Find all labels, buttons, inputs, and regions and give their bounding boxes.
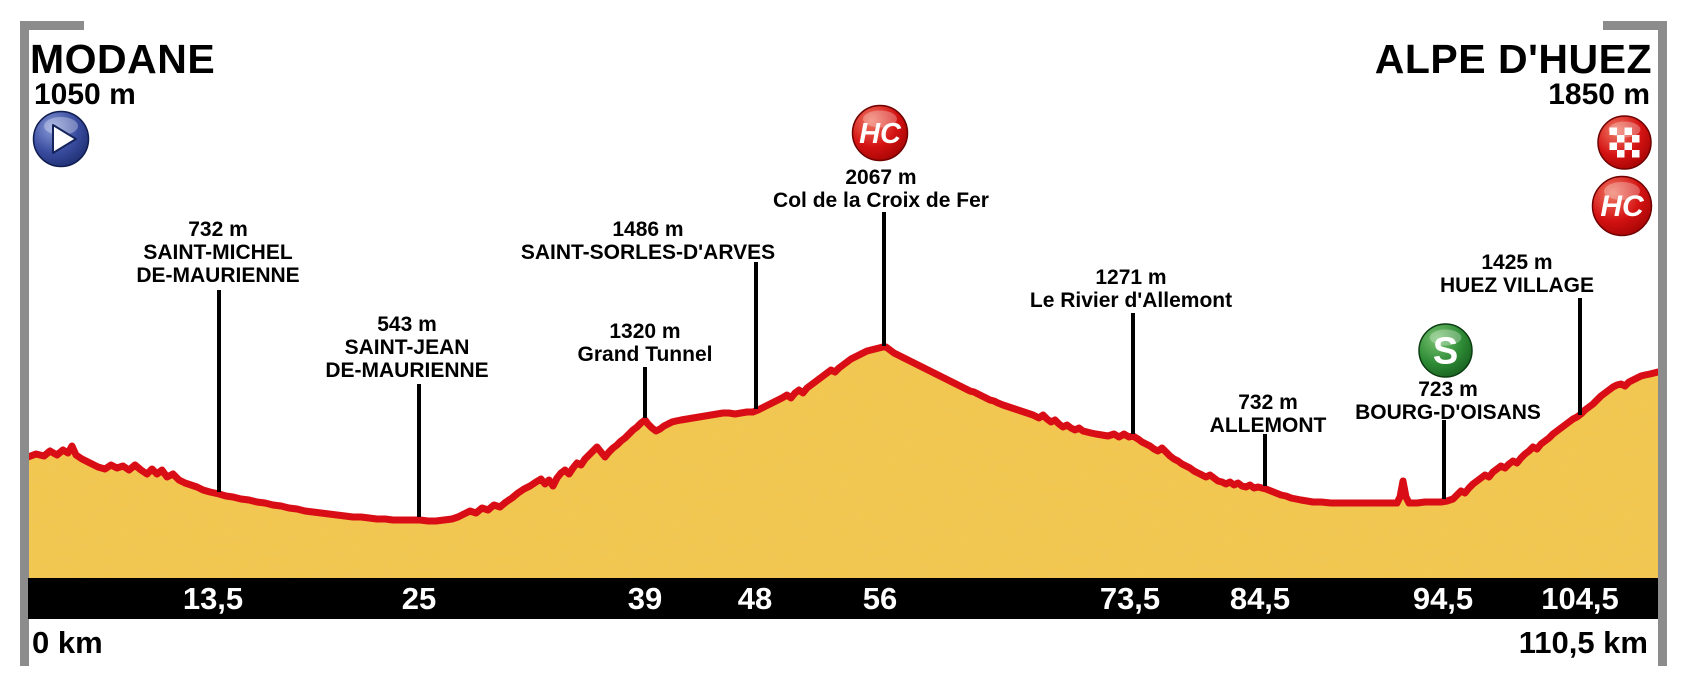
waypoint-marker-line-saint-sorles-d-arves <box>754 262 758 409</box>
waypoint-marker-line-bourg-d-oisans <box>1442 420 1446 499</box>
waypoint-label-saint-sorles-d-arves: 1486 m SAINT-SORLES-D'ARVES <box>521 218 775 264</box>
waypoint-name-line: SAINT-SORLES-D'ARVES <box>520 241 776 264</box>
sprint-label: S <box>1433 331 1458 373</box>
waypoint-name-line: Col de la Croix de Fer <box>773 189 989 212</box>
bracket-top-left-horizontal <box>20 21 84 30</box>
play-triangle <box>52 124 77 154</box>
waypoint-name-line: ALLEMONT <box>1209 414 1327 437</box>
waypoint-name-line: Le Rivier d'Allemont <box>1029 289 1233 312</box>
profile-red-line <box>24 343 1662 525</box>
waypoint-label-grand-tunnel: 1320 m Grand Tunnel <box>578 320 713 366</box>
axis-tick-13-5: 13,5 <box>182 581 244 616</box>
axis-tick-73-5: 73,5 <box>1099 581 1161 616</box>
bracket-top-right-horizontal <box>1603 21 1667 30</box>
axis-tick-56: 56 <box>862 581 898 616</box>
hc-label: HC <box>1600 190 1645 223</box>
waypoint-elevation: 1486 m <box>612 218 684 241</box>
waypoint-elevation: 732 m <box>1238 391 1298 414</box>
axis-tick-48: 48 <box>737 581 773 616</box>
waypoint-marker-line-saint-jean-de-maurienne <box>417 384 421 517</box>
axis-tick-94-5: 94,5 <box>1412 581 1474 616</box>
stage-start-icon <box>32 110 90 168</box>
waypoint-label-allemont: 732 m ALLEMONT <box>1210 391 1327 437</box>
waypoint-label-col-de-la-croix-de-fer: 2067 m Col de la Croix de Fer <box>773 166 989 212</box>
waypoint-label-saint-jean-de-maurienne: 543 m SAINT-JEAN DE-MAURIENNE <box>325 313 488 382</box>
waypoint-label-bourg-d-oisans: 723 m BOURG-D'OISANS <box>1355 378 1541 424</box>
finish-hc-category-icon: HC <box>1591 175 1653 237</box>
stage-finish-icon <box>1597 115 1652 170</box>
waypoint-elevation: 1425 m <box>1481 251 1553 274</box>
sprint-icon: S <box>1418 323 1473 378</box>
waypoint-name-line: DE-MAURIENNE <box>325 359 489 382</box>
axis-tick-104-5: 104,5 <box>1541 581 1619 616</box>
waypoint-marker-line-le-rivier-d-allemont <box>1131 313 1135 434</box>
axis-tick-84-5: 84,5 <box>1229 581 1291 616</box>
waypoint-name-line: SAINT-JEAN <box>344 336 470 359</box>
start-town-name: MODANE <box>30 36 216 82</box>
axis-start-label: 0 km <box>32 625 103 660</box>
waypoint-name-line: SAINT-MICHEL <box>143 241 293 264</box>
waypoint-name-line: Grand Tunnel <box>577 343 713 366</box>
checkerboard-pattern <box>1609 127 1640 158</box>
waypoint-elevation: 1320 m <box>609 320 681 343</box>
finish-elevation: 1850 m <box>1548 78 1650 111</box>
waypoint-name-line: HUEZ VILLAGE <box>1439 274 1595 297</box>
start-elevation: 1050 m <box>34 78 136 111</box>
bracket-right-vertical <box>1658 21 1667 666</box>
waypoint-elevation: 723 m <box>1418 378 1478 401</box>
waypoint-name-line: DE-MAURIENNE <box>136 264 300 287</box>
waypoint-elevation: 543 m <box>377 313 437 336</box>
waypoint-label-le-rivier-d-allemont: 1271 m Le Rivier d'Allemont <box>1030 266 1232 312</box>
bracket-left-vertical <box>20 21 29 666</box>
waypoint-marker-line-saint-michel-de-maurienne <box>217 290 221 492</box>
waypoint-marker-line-allemont <box>1263 434 1267 486</box>
waypoint-label-saint-michel-de-maurienne: 732 m SAINT-MICHEL DE-MAURIENNE <box>136 218 299 287</box>
waypoint-elevation: 732 m <box>188 218 248 241</box>
waypoint-marker-line-grand-tunnel <box>643 367 647 418</box>
waypoint-marker-line-col-de-la-croix-de-fer <box>882 212 886 346</box>
waypoint-name-line: BOURG-D'OISANS <box>1355 401 1541 424</box>
axis-tick-25: 25 <box>401 581 437 616</box>
distance-axis-bar: 13,5 25 39 48 56 73,5 84,5 94,5 104,5 <box>28 578 1658 619</box>
axis-tick-39: 39 <box>627 581 663 616</box>
axis-end-label: 110,5 km <box>1518 625 1648 660</box>
waypoint-elevation: 2067 m <box>845 166 917 189</box>
finish-town-name: ALPE D'HUEZ <box>1374 36 1652 82</box>
waypoint-elevation: 1271 m <box>1095 266 1167 289</box>
croix-de-fer-hc-category-icon: HC <box>851 104 909 162</box>
waypoint-label-huez-village: 1425 m HUEZ VILLAGE <box>1440 251 1594 297</box>
hc-label: HC <box>859 118 902 150</box>
waypoint-marker-line-huez-village <box>1578 298 1582 415</box>
